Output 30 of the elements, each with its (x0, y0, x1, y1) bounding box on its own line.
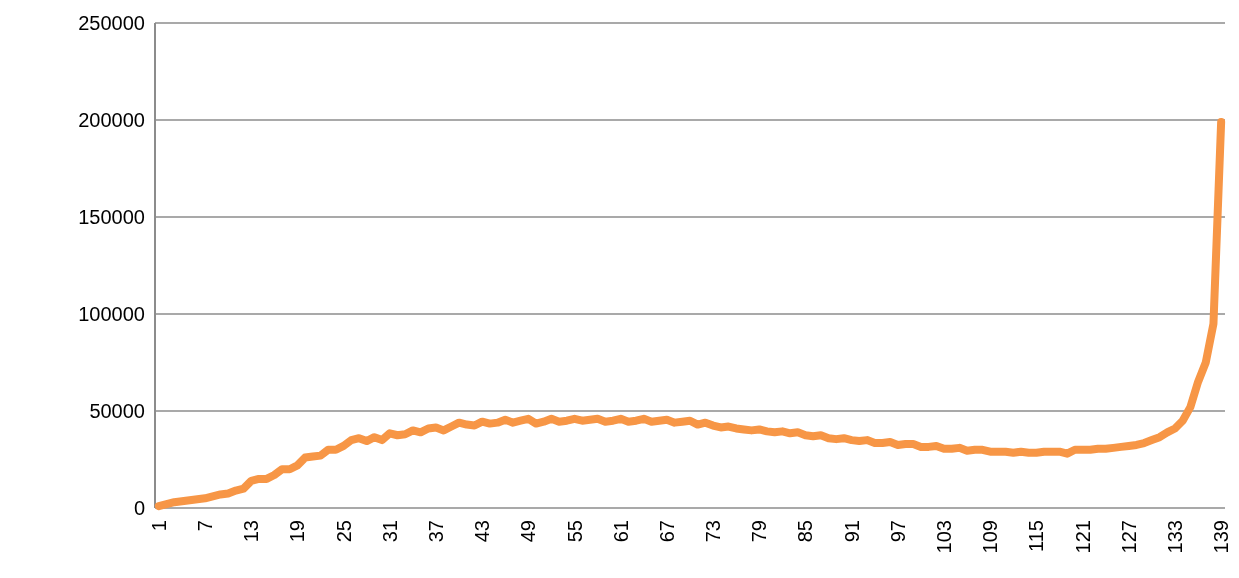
y-tick-label: 100000 (78, 303, 145, 325)
x-tick-label: 127 (1117, 520, 1140, 554)
x-tick-label: 121 (1071, 520, 1094, 554)
x-tick-label: 133 (1163, 520, 1186, 554)
x-tick-label: 73 (702, 520, 725, 543)
x-tick-label: 85 (794, 520, 817, 543)
x-tick-label: 13 (240, 520, 263, 543)
x-tick-label: 109 (979, 520, 1002, 554)
x-tick-label: 37 (424, 520, 447, 543)
y-tick-label: 150000 (78, 206, 145, 228)
x-tick-label: 61 (609, 520, 632, 543)
x-tick-label: 49 (517, 520, 540, 543)
x-tick-label: 139 (1210, 520, 1233, 554)
x-tick-label: 115 (1025, 520, 1048, 552)
x-tick-label: 19 (286, 520, 309, 543)
x-tick-label: 1 (147, 520, 170, 532)
x-tick-label: 79 (748, 520, 771, 543)
y-tick-label: 0 (133, 497, 145, 519)
x-tick-label: 43 (471, 520, 494, 543)
y-tick-label: 200000 (78, 109, 145, 131)
y-tick-label: 50000 (89, 400, 145, 422)
y-tick-label: 250000 (78, 12, 145, 34)
x-tick-label: 25 (332, 520, 355, 543)
x-tick-label: 97 (886, 520, 909, 543)
x-tick-label: 91 (840, 520, 863, 543)
x-tick-label: 55 (563, 520, 586, 543)
x-tick-label: 67 (655, 520, 678, 543)
x-tick-label: 103 (933, 520, 956, 554)
x-tick-label: 31 (378, 520, 401, 543)
x-tick-label: 7 (194, 520, 217, 532)
